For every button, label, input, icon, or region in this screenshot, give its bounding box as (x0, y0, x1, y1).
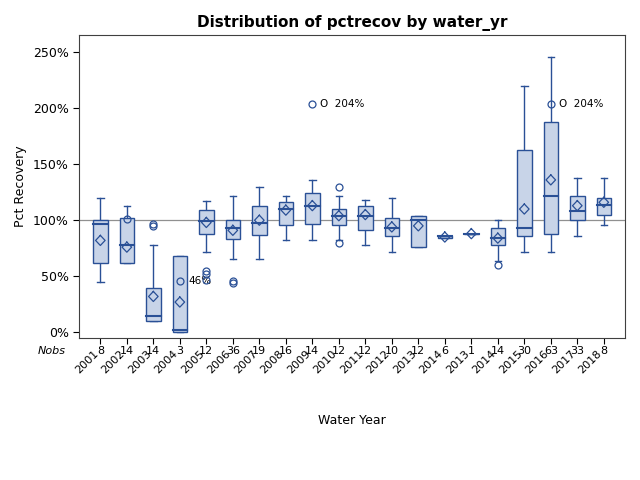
Bar (173, 256, 187, 332)
Text: 14: 14 (120, 347, 134, 356)
Bar (385, 218, 399, 236)
Bar (278, 203, 293, 225)
Bar (438, 236, 452, 238)
Bar (225, 220, 240, 240)
Text: 19: 19 (252, 347, 266, 356)
Text: 10: 10 (385, 347, 399, 356)
Text: Nobs: Nobs (38, 347, 66, 356)
Text: 12: 12 (332, 347, 346, 356)
Text: 30: 30 (517, 347, 531, 356)
Text: 1: 1 (468, 347, 475, 356)
Text: 36: 36 (226, 347, 240, 356)
Bar (305, 193, 319, 224)
Bar (93, 220, 108, 263)
Text: 12: 12 (199, 347, 213, 356)
Text: 14: 14 (305, 347, 319, 356)
Bar (120, 218, 134, 263)
Text: 14: 14 (491, 347, 505, 356)
Text: 8: 8 (600, 347, 607, 356)
Text: 12: 12 (412, 347, 426, 356)
Bar (596, 198, 611, 215)
Bar (199, 210, 214, 234)
Bar (490, 228, 505, 245)
Bar (543, 121, 558, 234)
Bar (570, 196, 584, 220)
Bar (252, 206, 267, 235)
Bar (146, 288, 161, 321)
Text: 3: 3 (177, 347, 183, 356)
Bar (411, 216, 426, 247)
Text: O  204%: O 204% (320, 99, 365, 108)
Text: 33: 33 (570, 347, 584, 356)
Text: 8: 8 (97, 347, 104, 356)
Text: 14: 14 (147, 347, 161, 356)
X-axis label: Water Year: Water Year (318, 414, 386, 427)
Text: 12: 12 (358, 347, 372, 356)
Text: O  204%: O 204% (559, 99, 603, 108)
Bar (358, 206, 372, 230)
Text: 63: 63 (544, 347, 558, 356)
Bar (332, 209, 346, 225)
Text: 16: 16 (279, 347, 293, 356)
Text: 6: 6 (442, 347, 448, 356)
Y-axis label: Pct Recovery: Pct Recovery (14, 146, 28, 228)
Bar (517, 150, 532, 236)
Text: 46%: 46% (188, 276, 211, 286)
Title: Distribution of pctrecov by water_yr: Distribution of pctrecov by water_yr (197, 15, 508, 31)
